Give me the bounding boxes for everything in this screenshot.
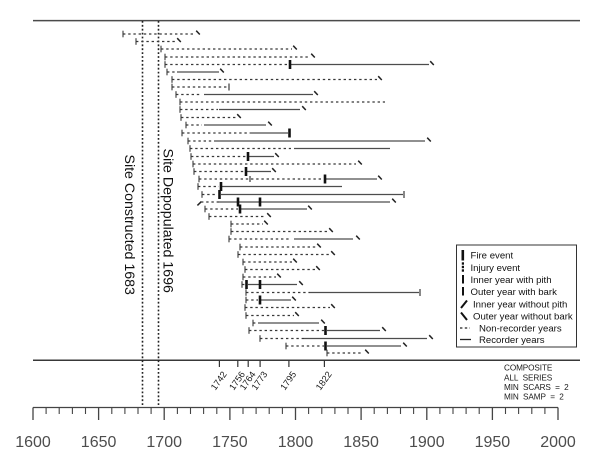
svg-text:Site Constructed 1683: Site Constructed 1683 xyxy=(121,155,137,295)
svg-text:Outer year with bark: Outer year with bark xyxy=(471,287,558,298)
svg-text:Injury event: Injury event xyxy=(471,263,521,274)
svg-text:1900: 1900 xyxy=(409,434,445,451)
svg-text:1600: 1600 xyxy=(15,434,51,451)
svg-text:2000: 2000 xyxy=(540,434,576,451)
svg-text:Inner year without pith: Inner year without pith xyxy=(473,300,567,311)
svg-text:Recorder years: Recorder years xyxy=(479,335,545,346)
svg-text:1750: 1750 xyxy=(212,434,248,451)
svg-text:1800: 1800 xyxy=(278,434,314,451)
svg-text:1850: 1850 xyxy=(343,434,379,451)
svg-text:Non-recorder years: Non-recorder years xyxy=(479,324,562,335)
svg-text:COMPOSITE: COMPOSITE xyxy=(504,364,553,373)
svg-text:Fire event: Fire event xyxy=(471,251,514,262)
svg-text:1950: 1950 xyxy=(475,434,511,451)
svg-text:ALL SERIES: ALL SERIES xyxy=(504,373,553,382)
svg-text:Inner year with pith: Inner year with pith xyxy=(471,275,552,286)
svg-text:1650: 1650 xyxy=(81,434,117,451)
svg-text:Site Depopulated 1696: Site Depopulated 1696 xyxy=(160,149,176,293)
svg-text:MIN SCARS = 2: MIN SCARS = 2 xyxy=(504,383,569,392)
svg-text:Outer year without bark: Outer year without bark xyxy=(473,312,573,323)
svg-text:1700: 1700 xyxy=(146,434,182,451)
svg-text:MIN SAMP = 2: MIN SAMP = 2 xyxy=(504,393,564,402)
